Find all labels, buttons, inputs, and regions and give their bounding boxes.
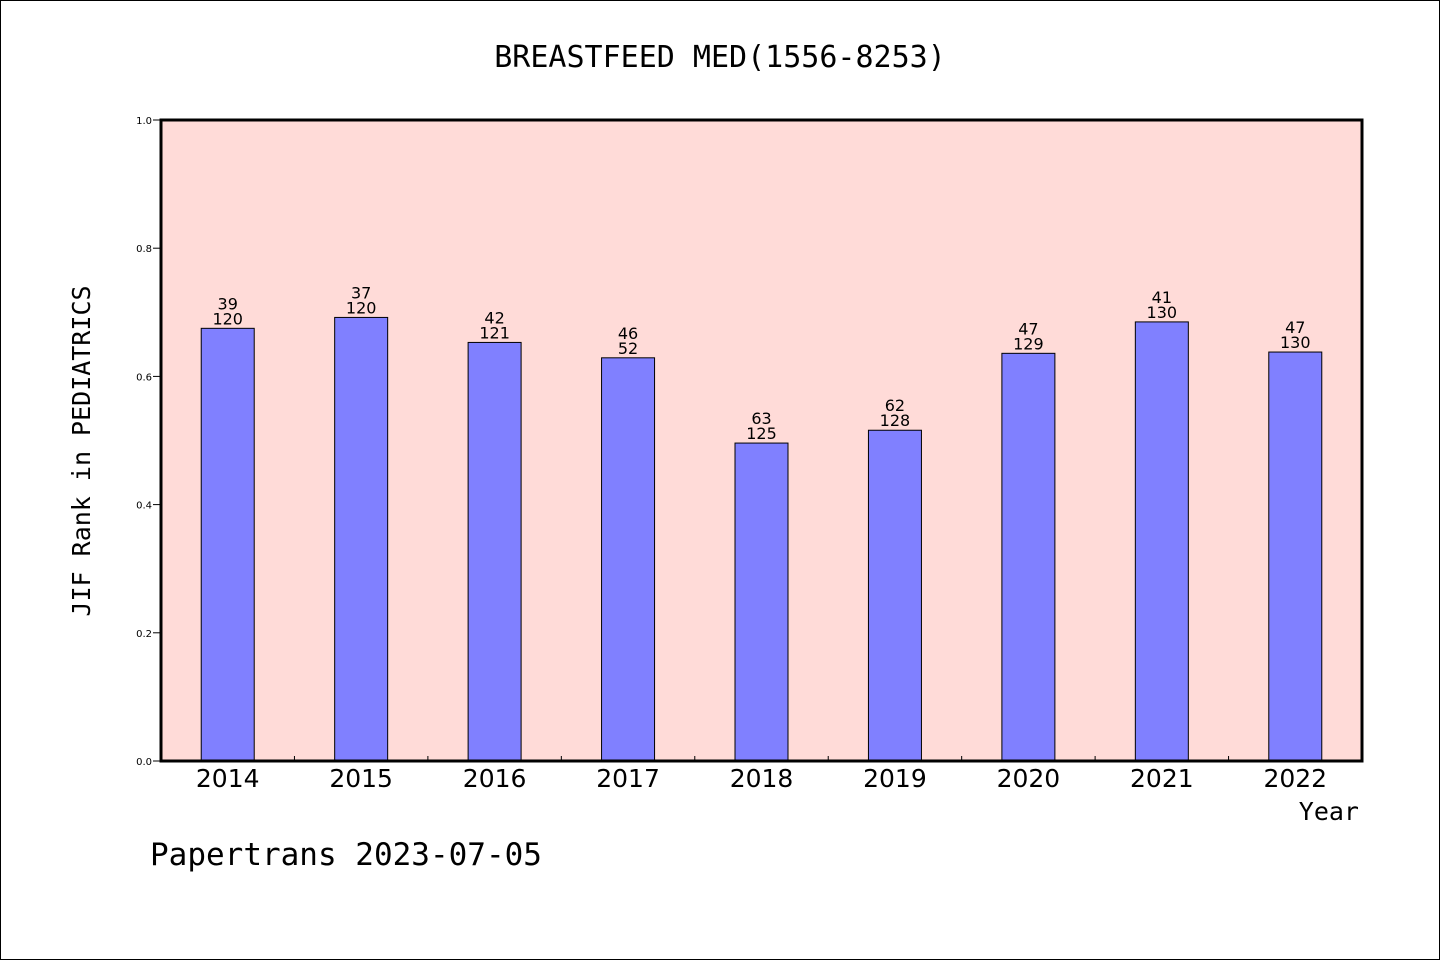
bar-2017 — [601, 357, 656, 762]
x-axis-ticks: 2014 2015 2016 2017 2018 2019 2020 2021 2022 — [196, 756, 1327, 793]
y-tick-label: 1.0 — [136, 116, 152, 127]
total-label: 120 — [346, 298, 377, 317]
rank-label: 42 — [484, 308, 504, 327]
bar-2021 — [1134, 321, 1189, 762]
y-axis-ticks: 0.0 0.2 0.4 0.6 0.8 1.0 — [136, 116, 161, 768]
rank-label: 37 — [351, 283, 371, 302]
rank-label: 47 — [1285, 318, 1305, 337]
bar-2015 — [334, 316, 389, 762]
bar-2020 — [1001, 352, 1056, 762]
y-tick-label: 0.4 — [136, 501, 152, 512]
total-label: 130 — [1147, 303, 1178, 322]
rank-label: 62 — [885, 396, 905, 415]
total-label: 128 — [880, 411, 911, 430]
y-tick-label: 0.0 — [136, 757, 152, 768]
footer-credit: Papertrans 2023-07-05 — [150, 837, 542, 873]
chart-title: BREASTFEED MED(1556-8253) — [494, 40, 946, 75]
y-axis-label: JIF Rank in PEDIATRICS — [67, 285, 96, 616]
x-tick-label: 2021 — [1130, 764, 1194, 793]
total-label: 130 — [1280, 333, 1311, 352]
x-tick-label: 2015 — [329, 764, 393, 793]
bar-series — [200, 316, 1323, 762]
bar-2022 — [1268, 351, 1323, 762]
x-tick-label: 2018 — [730, 764, 794, 793]
x-tick-label: 2019 — [863, 764, 927, 793]
y-tick-label: 0.6 — [136, 372, 152, 383]
x-axis-label: Year — [1299, 797, 1359, 826]
x-tick-label: 2017 — [596, 764, 660, 793]
total-label: 129 — [1013, 334, 1044, 353]
y-tick-label: 0.8 — [136, 244, 152, 255]
x-tick-label: 2016 — [463, 764, 527, 793]
y-tick-label: 0.2 — [136, 629, 152, 640]
x-tick-label: 2022 — [1263, 764, 1327, 793]
rank-label: 46 — [618, 324, 638, 343]
rank-label: 39 — [218, 294, 238, 313]
total-label: 120 — [212, 309, 243, 328]
rank-label: 47 — [1018, 319, 1038, 338]
rank-label: 41 — [1152, 288, 1172, 307]
x-tick-label: 2020 — [997, 764, 1061, 793]
total-label: 121 — [479, 323, 510, 342]
bar-2018 — [734, 442, 789, 762]
bar-2014 — [200, 327, 255, 762]
x-tick-label: 2014 — [196, 764, 260, 793]
rank-label: 63 — [751, 409, 771, 428]
bar-2016 — [467, 341, 522, 762]
bar-2019 — [867, 429, 922, 762]
total-label: 52 — [618, 339, 638, 358]
total-label: 125 — [746, 424, 777, 443]
plot-border — [159, 118, 1364, 763]
